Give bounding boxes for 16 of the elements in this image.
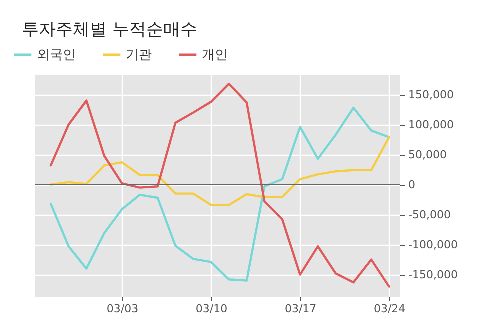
x-tick-label: 03/24: [374, 302, 406, 316]
legend-label: 기관: [126, 48, 152, 63]
x-tick-label: 03/03: [106, 302, 139, 316]
y-tick-label: 100,000: [408, 118, 454, 132]
y-tick-label: 0: [408, 178, 416, 192]
y-tick-label: -100,000: [408, 238, 458, 252]
line-series: [50, 136, 390, 206]
x-tick-label: 03/17: [284, 302, 317, 316]
y-tick-label: 50,000: [408, 148, 447, 162]
chart-title: 투자주체별 누적순매수: [22, 20, 198, 40]
y-tick-label: 150,000: [408, 88, 454, 102]
y-tick-label: -50,000: [408, 208, 451, 222]
legend-label: 개인: [202, 48, 228, 63]
y-tick-label: -150,000: [408, 268, 458, 282]
legend-label: 외국인: [37, 48, 76, 63]
x-tick-label: 03/10: [196, 302, 228, 316]
